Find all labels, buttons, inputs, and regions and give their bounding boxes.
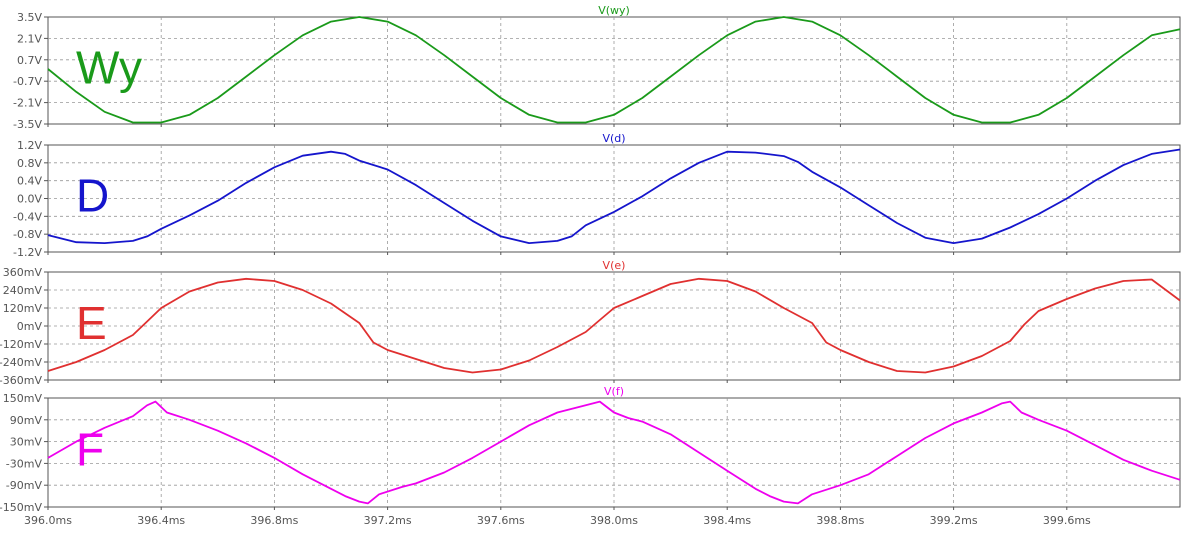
y-tick-label: -0.8V xyxy=(13,228,42,241)
x-tick-label: 397.2ms xyxy=(364,514,412,527)
plot-frame xyxy=(47,16,1181,125)
y-tick-label: -240mV xyxy=(0,356,42,369)
y-tick-label: -0.4V xyxy=(13,210,42,223)
y-tick-label: 30mV xyxy=(10,436,43,449)
x-tick-label: 396.8ms xyxy=(250,514,298,527)
trace-label: F xyxy=(76,424,104,476)
trace-line xyxy=(47,277,1181,374)
y-tick-label: -2.1V xyxy=(13,97,42,110)
y-tick-label: 2.1V xyxy=(17,32,42,45)
trace-title: V(d) xyxy=(602,132,625,145)
trace-label: E xyxy=(76,297,107,349)
y-tick-label: 0.4V xyxy=(17,175,42,188)
y-tick-label: 90mV xyxy=(10,414,43,427)
y-tick-label: -1.2V xyxy=(13,246,42,259)
panel-e: 360mV 240mV 120mV 0mV -120mV -240mV -360mV V(e)… xyxy=(0,259,1181,387)
panel-wy: 3.5V 2.1V 0.7V -0.7V -2.1V -3.5V V(wy) Wy xyxy=(13,4,1181,131)
x-tick-label: 396.4ms xyxy=(137,514,185,527)
x-tick-label: 398.4ms xyxy=(703,514,751,527)
y-tick-label: -30mV xyxy=(6,457,43,470)
trace-title: V(f) xyxy=(604,385,624,398)
y-tick-label: -120mV xyxy=(0,338,42,351)
y-tick-label: 3.5V xyxy=(17,11,42,24)
y-tick-label: 240mV xyxy=(3,284,43,297)
y-tick-label: -360mV xyxy=(0,374,42,387)
y-tick-label: -150mV xyxy=(0,501,42,514)
y-tick-label: -0.7V xyxy=(13,75,42,88)
trace-title: V(wy) xyxy=(598,4,630,17)
x-tick-label: 397.6ms xyxy=(477,514,525,527)
trace-line xyxy=(47,148,1181,245)
y-tick-label: 0.7V xyxy=(17,54,42,67)
x-axis: 396.0ms 396.4ms 396.8ms 397.2ms 397.6ms 398.0… xyxy=(24,514,1091,527)
y-tick-label: 0mV xyxy=(17,320,43,333)
trace-label: D xyxy=(76,169,109,221)
trace-title: V(e) xyxy=(603,259,626,272)
x-tick-label: 396.0ms xyxy=(24,514,72,527)
x-tick-label: 399.6ms xyxy=(1043,514,1091,527)
trace-label: Wy xyxy=(76,41,142,93)
y-tick-label: 360mV xyxy=(3,266,43,279)
x-tick-label: 398.0ms xyxy=(590,514,638,527)
y-tick-label: 150mV xyxy=(3,392,43,405)
y-tick-label: -3.5V xyxy=(13,118,42,131)
y-tick-label: 0.0V xyxy=(17,193,42,206)
y-tick-label: -90mV xyxy=(6,479,43,492)
x-tick-label: 398.8ms xyxy=(816,514,864,527)
trace-line xyxy=(47,16,1181,124)
panel-f: 150mV 90mV 30mV -30mV -90mV -150mV V(f) F xyxy=(0,385,1181,514)
y-tick-label: 0.8V xyxy=(17,157,42,170)
y-tick-label: 120mV xyxy=(3,302,43,315)
trace-line xyxy=(47,400,1181,505)
y-tick-label: 1.2V xyxy=(17,139,42,152)
x-tick-label: 399.2ms xyxy=(930,514,978,527)
panel-d: 1.2V 0.8V 0.4V 0.0V -0.4V -0.8V -1.2V V(d) D xyxy=(13,132,1181,259)
